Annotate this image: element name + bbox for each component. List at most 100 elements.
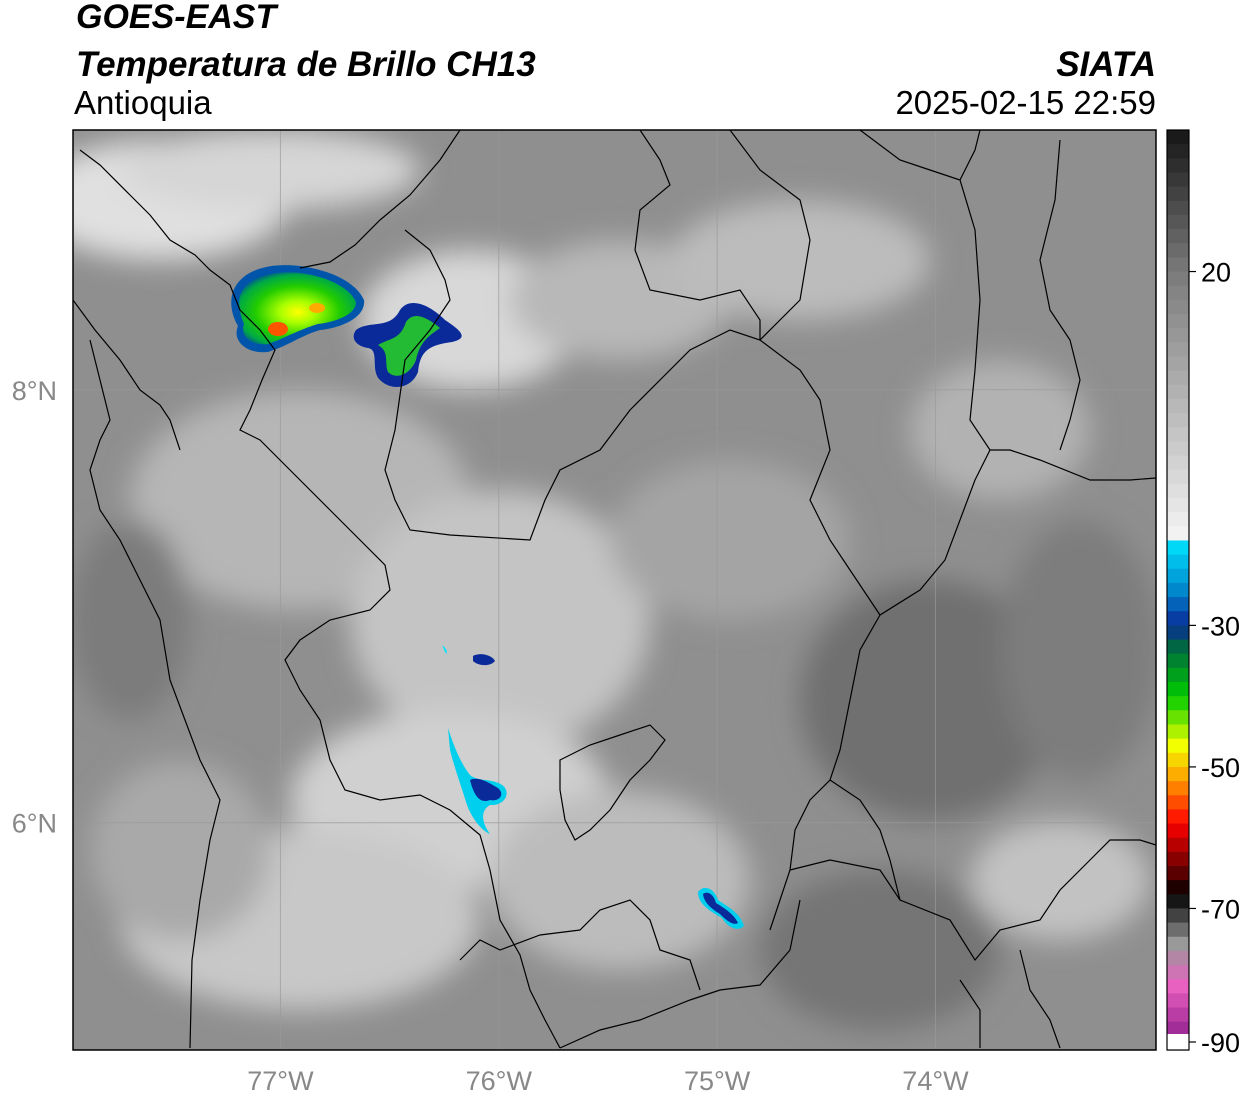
colorbar-segment <box>1167 469 1189 485</box>
colorbar-segment <box>1167 781 1189 796</box>
storm-cell-small-2 <box>442 645 447 654</box>
storm-cell-medellin <box>470 778 502 802</box>
colorbar-segment <box>1167 908 1189 924</box>
colorbar-segment <box>1167 993 1189 1009</box>
colorbar-segment <box>1167 979 1189 994</box>
colorbar-segment <box>1167 427 1189 442</box>
colorbar-segment <box>1167 554 1189 570</box>
colorbar-tick-label: -30 <box>1201 611 1240 641</box>
convective-cells <box>231 265 744 929</box>
lon-tick-labels: 77°W 76°W 75°W 74°W <box>247 1066 969 1096</box>
colorbar-segment <box>1167 144 1189 159</box>
dept-boundary-boyaca <box>829 779 901 901</box>
dept-boundary-tolima <box>959 979 981 1048</box>
dept-boundary-choco-south <box>459 899 701 991</box>
colorbar-segment <box>1167 540 1189 556</box>
colorbar-segment <box>1167 512 1189 527</box>
colorbar-segment <box>1167 710 1189 726</box>
satellite-name: GOES-EAST <box>76 0 277 36</box>
colorbar-segment <box>1167 950 1189 966</box>
colorbar-segment <box>1167 384 1189 400</box>
colorbar-segment <box>1167 667 1189 683</box>
colorbar-segment <box>1167 653 1189 669</box>
antioquia-east-boundary <box>769 614 881 931</box>
colorbar-segment <box>1167 314 1189 329</box>
colorbar-segment <box>1167 370 1189 386</box>
colorbar-tick-label: -70 <box>1201 894 1240 924</box>
colorbar-segment <box>1167 328 1189 343</box>
lon-tick-label: 76°W <box>466 1066 533 1096</box>
datetime-label: 2025-02-15 22:59 <box>895 84 1156 121</box>
colorbar-segment <box>1167 965 1189 980</box>
organization-label: SIATA <box>1056 45 1156 84</box>
colorbar <box>1166 129 1190 1051</box>
storm-core-uraba-2 <box>309 303 325 313</box>
lat-tick-labels: 8°N 6°N <box>12 376 57 839</box>
colorbar-segment <box>1167 724 1189 740</box>
pacific-coast <box>89 339 221 1049</box>
colorbar-segment <box>1167 851 1189 867</box>
colorbar-tick-label: 20 <box>1201 258 1231 288</box>
dept-boundary-caldas <box>789 839 1156 962</box>
colorbar-segment <box>1167 214 1189 230</box>
dept-boundary-risaralda <box>559 899 801 1049</box>
municipal-boundary <box>559 724 666 841</box>
colorbar-segment <box>1167 398 1189 414</box>
colorbar-segment <box>1167 823 1189 839</box>
colorbar-segment <box>1167 455 1189 471</box>
dept-boundary-east <box>1039 139 1081 451</box>
colorbar-segment <box>1167 130 1189 145</box>
colorbar-segment <box>1167 186 1189 202</box>
colorbar-segment <box>1167 597 1189 612</box>
colorbar-segment <box>1167 172 1189 188</box>
colorbar-segment <box>1167 356 1189 372</box>
colorbar-segment <box>1167 922 1189 938</box>
colorbar-segment <box>1167 413 1189 428</box>
cloud-texture <box>73 130 1156 1030</box>
colorbar-segment <box>1167 625 1189 641</box>
colorbar-segment <box>1167 200 1189 216</box>
colorbar-segment <box>1167 936 1189 952</box>
colorbar-segment <box>1167 1021 1189 1037</box>
colorbar-tick-label: -90 <box>1201 1028 1240 1058</box>
colorbar-tick-label: -50 <box>1201 753 1240 783</box>
colorbar-segment <box>1167 582 1189 598</box>
dept-boundary-bolivar <box>634 130 761 340</box>
lat-tick-label: 6°N <box>12 809 57 839</box>
product-title: Temperatura de Brillo CH13 <box>76 45 536 84</box>
map-area <box>73 130 1156 1050</box>
dept-boundary-santander <box>859 130 991 451</box>
colorbar-segment <box>1167 866 1189 881</box>
colorbar-segment <box>1167 837 1189 853</box>
region-label: Antioquia <box>74 84 212 121</box>
colorbar-segment <box>1167 299 1189 315</box>
map-frame <box>72 129 1157 1051</box>
storm-cell-south <box>703 892 738 924</box>
colorbar-segment <box>1167 682 1189 697</box>
storm-cell-small-1 <box>473 654 495 666</box>
dept-boundary-cesar <box>729 130 811 341</box>
colorbar-segment <box>1167 795 1189 810</box>
panama-border <box>73 299 181 451</box>
colorbar-frame <box>1166 129 1190 1051</box>
lon-tick-label: 74°W <box>902 1066 969 1096</box>
colorbar-segment <box>1167 766 1189 782</box>
colorbar-segment <box>1167 696 1189 711</box>
storm-cell-east-core <box>378 315 440 376</box>
colorbar-segment <box>1167 441 1189 457</box>
lon-tick-label: 75°W <box>684 1066 751 1096</box>
admin-boundaries <box>73 130 1156 1049</box>
antioquia-north-boundary <box>384 229 1156 616</box>
colorbar-segment <box>1167 257 1189 273</box>
storm-core-uraba <box>268 322 288 336</box>
colorbar-segment <box>1167 229 1189 244</box>
colorbar-segment <box>1167 880 1189 895</box>
colorbar-segment <box>1167 894 1189 910</box>
colorbar-segment <box>1167 1007 1189 1023</box>
colorbar-segment <box>1167 809 1189 825</box>
colorbar-cap <box>1167 1034 1189 1050</box>
boundary-north-east <box>959 130 981 181</box>
colorbar-segment <box>1167 271 1189 287</box>
colorbar-segment <box>1167 738 1189 754</box>
colorbar-segment <box>1167 285 1189 301</box>
